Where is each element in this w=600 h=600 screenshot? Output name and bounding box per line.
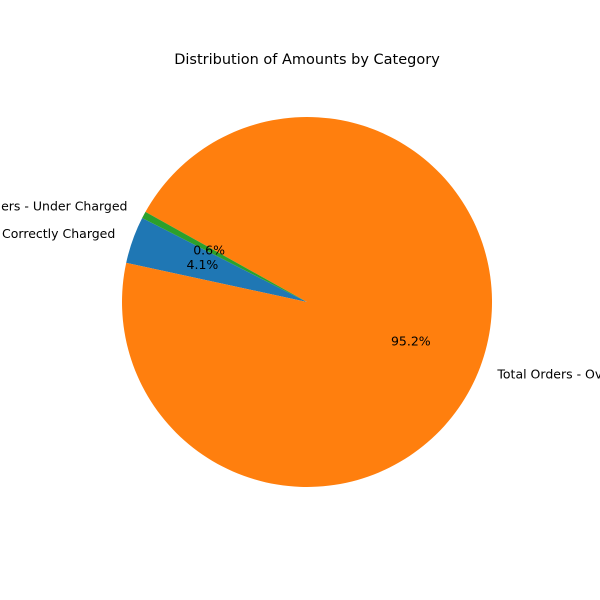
pie-slice-total-orders-over-charged [122, 116, 493, 487]
chart-title: Distribution of Amounts by Category [174, 52, 440, 68]
slice-percent-label: 4.1% [187, 257, 219, 272]
slice-label: Total Orders - Correctly Charged [0, 226, 115, 241]
pie-labels: Total Orders - Correctly Charged 4.1% Tota… [0, 199, 600, 382]
pie-slice-total-orders-correctly-charged [126, 218, 307, 302]
pie-slices [122, 116, 493, 487]
slice-label: Total Orders - Under Charged [0, 199, 128, 214]
slice-label: Total Orders - Over Charged [496, 366, 600, 381]
pie-slice-total-orders-under-charged [142, 211, 307, 302]
slice-percent-label: 0.6% [193, 242, 225, 257]
slice-percent-label: 95.2% [391, 334, 431, 349]
